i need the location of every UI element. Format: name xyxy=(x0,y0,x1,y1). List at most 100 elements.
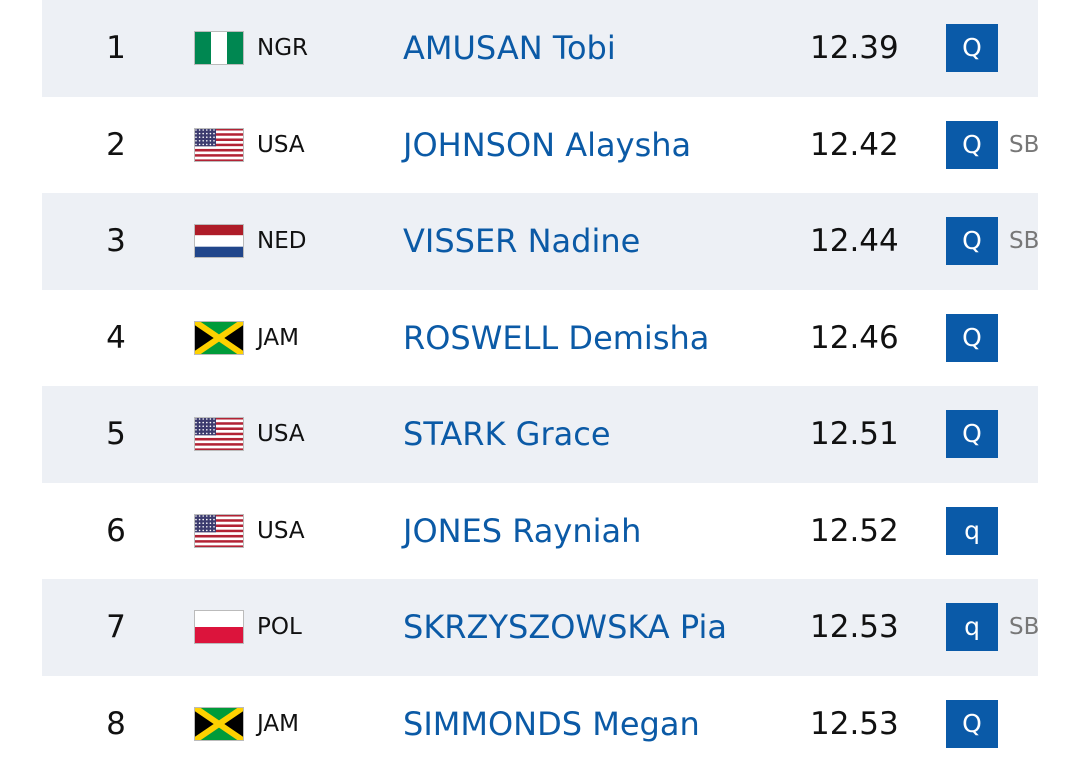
rank: 4 xyxy=(106,319,126,356)
flag-star xyxy=(198,418,201,420)
flag-part xyxy=(194,143,244,146)
flag-star xyxy=(202,429,204,431)
flag-part xyxy=(194,448,244,451)
qualification-badge: Q xyxy=(946,699,998,748)
result-row: 7 POL SKRZYSZOWSKA Pia 12.53 q SB xyxy=(42,579,1038,676)
flag-part xyxy=(194,513,244,517)
flag-star xyxy=(202,525,204,528)
flag-part xyxy=(194,130,244,133)
flag-star xyxy=(202,432,204,435)
qualification-badge: q xyxy=(946,603,998,651)
flag-star xyxy=(195,135,197,138)
flag-star xyxy=(198,135,201,138)
result-time: 12.42 xyxy=(810,126,899,163)
flag-star xyxy=(209,143,212,145)
athlete-name[interactable]: SKRZYSZOWSKA Pia xyxy=(403,608,727,646)
flag-part xyxy=(194,445,244,449)
flag-star xyxy=(198,514,201,517)
qualification-badge: Q xyxy=(946,217,998,265)
flag-star xyxy=(206,425,208,427)
result-time: 12.52 xyxy=(810,512,899,549)
flag-star xyxy=(202,529,204,531)
flag-border xyxy=(194,706,244,741)
flag-star xyxy=(202,421,204,424)
athlete-name[interactable]: ROSWELL Demisha xyxy=(403,318,710,357)
rank: 5 xyxy=(106,416,126,452)
result-row: 4 JAM ROSWELL Demisha 12.46 Q xyxy=(42,290,1038,387)
flag-star xyxy=(209,432,212,435)
flag-part xyxy=(194,537,244,540)
flag-star xyxy=(195,518,197,520)
flag-star xyxy=(213,432,215,435)
flag-border xyxy=(194,31,244,65)
flag-star xyxy=(198,518,201,520)
flag-star xyxy=(202,425,204,427)
athlete-name[interactable]: SIMMONDS Megan xyxy=(403,704,700,743)
flag-star xyxy=(198,425,201,427)
flag-star xyxy=(206,529,208,531)
flag-part xyxy=(194,443,244,446)
flag-star xyxy=(195,429,197,431)
result-row: 8 JAM SIMMONDS Megan 12.53 Q xyxy=(42,676,1038,772)
flag-star xyxy=(195,128,197,131)
flag-star xyxy=(213,529,215,531)
country-code: USA xyxy=(257,131,305,158)
flag-star xyxy=(206,521,208,524)
qualification-badge: Q xyxy=(946,24,998,72)
flag-part xyxy=(194,145,244,149)
flag-part xyxy=(194,539,244,543)
flag-border xyxy=(194,224,244,258)
athlete-name[interactable]: VISSER Nadine xyxy=(403,222,641,260)
flag-part xyxy=(194,417,244,420)
flag-star xyxy=(206,525,208,528)
flag-star xyxy=(213,425,215,427)
flag-star xyxy=(198,432,201,435)
flag-part xyxy=(194,320,244,355)
flag-part xyxy=(194,153,244,157)
flag-star xyxy=(206,139,208,142)
flag-star xyxy=(213,518,215,520)
flag-part xyxy=(211,31,227,65)
flag-part xyxy=(219,706,244,741)
flag-part xyxy=(219,320,244,355)
result-time: 12.46 xyxy=(810,319,899,356)
flag xyxy=(194,513,244,548)
flag-star xyxy=(209,132,212,134)
rank: 8 xyxy=(106,705,126,742)
flag-star xyxy=(206,135,208,138)
athlete-name[interactable]: JONES Rayniah xyxy=(403,511,642,550)
flag-star xyxy=(202,518,204,520)
rank: 3 xyxy=(106,223,126,259)
flag-border xyxy=(194,513,244,548)
flag xyxy=(194,31,244,65)
country-code: USA xyxy=(257,421,305,447)
result-row: 5 USA STARK Grace 12.51 Q xyxy=(42,386,1038,483)
rank: 2 xyxy=(106,126,126,163)
flag-part xyxy=(194,132,244,136)
flag-part xyxy=(194,417,216,436)
result-row: 2 USA JOHNSON Alaysha 12.42 Q SB xyxy=(42,97,1038,194)
flag-star xyxy=(209,425,212,427)
flag-part xyxy=(194,521,244,524)
athlete-name[interactable]: AMUSAN Tobi xyxy=(403,29,616,67)
flag-star xyxy=(206,514,208,517)
flag-border xyxy=(194,127,244,162)
flag-star xyxy=(213,429,215,431)
result-time: 12.53 xyxy=(810,705,899,742)
flag-star xyxy=(195,521,197,524)
flag-part xyxy=(194,531,244,535)
qualification-badge: Q xyxy=(946,313,998,362)
country-code: USA xyxy=(257,517,305,544)
flag-star xyxy=(202,521,204,524)
flag-star xyxy=(209,514,212,517)
flag-star xyxy=(195,143,197,145)
flag-star xyxy=(213,139,215,142)
athlete-name[interactable]: JOHNSON Alaysha xyxy=(403,125,692,164)
rank: 6 xyxy=(106,512,126,549)
country-code: JAM xyxy=(257,324,299,351)
flag-star xyxy=(198,139,201,142)
athlete-name[interactable]: STARK Grace xyxy=(403,415,611,453)
result-row: 3 NED VISSER Nadine 12.44 Q SB xyxy=(42,193,1038,290)
flag-star xyxy=(206,418,208,420)
flag-border xyxy=(194,320,244,355)
